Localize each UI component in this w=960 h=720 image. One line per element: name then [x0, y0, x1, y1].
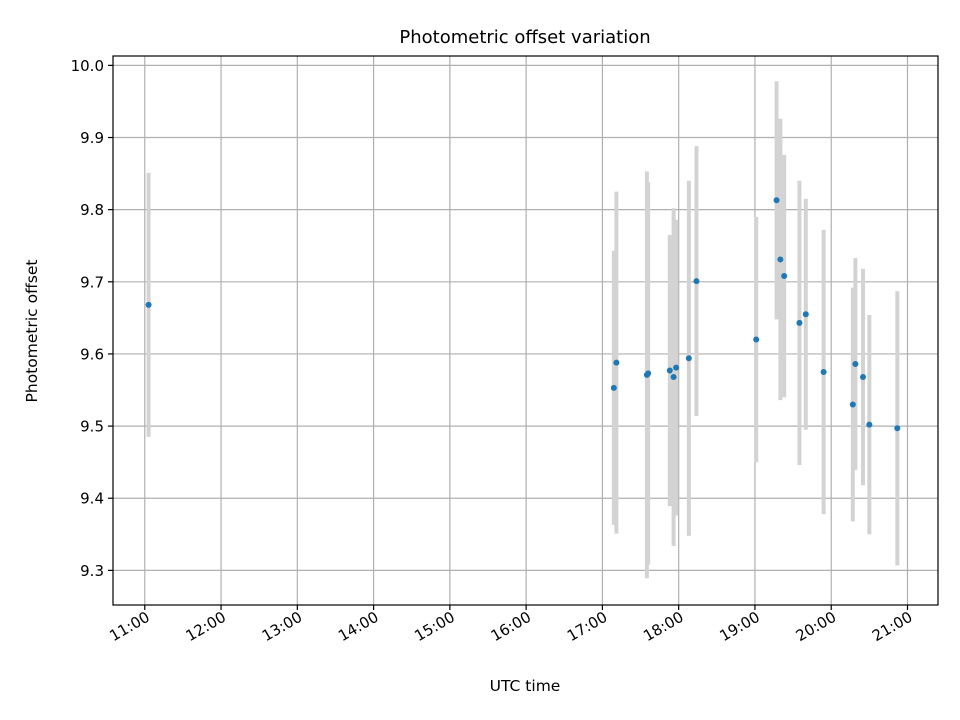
y-axis-label: Photometric offset: [23, 260, 41, 403]
data-point: [610, 384, 617, 391]
data-point: [645, 370, 652, 377]
y-tick-label: 9.4: [80, 490, 104, 508]
data-point: [613, 359, 620, 366]
y-tick-label: 9.5: [80, 418, 104, 436]
data-point: [860, 374, 866, 381]
data-point: [773, 197, 780, 204]
x-axis-label: UTC time: [490, 677, 561, 695]
data-point: [866, 421, 873, 428]
y-tick-label: 9.9: [80, 129, 104, 147]
data-point: [777, 256, 784, 263]
data-point: [849, 401, 856, 408]
data-point: [145, 301, 152, 308]
y-tick-label: 9.6: [80, 345, 104, 363]
data-point: [685, 355, 692, 362]
data-point: [802, 311, 809, 318]
data-point: [693, 278, 700, 285]
data-point: [894, 425, 901, 432]
y-axis-ticks: 9.3 9.4 9.5 9.6 9.7 9.8 9.9 10.0: [71, 57, 113, 580]
y-tick-label: 9.8: [80, 201, 104, 219]
data-point: [753, 336, 760, 343]
data-point: [852, 361, 859, 368]
data-point: [781, 273, 788, 280]
data-point: [666, 367, 673, 374]
chart-title: Photometric offset variation: [399, 27, 650, 48]
y-tick-label: 10.0: [71, 57, 104, 75]
data-point: [796, 319, 803, 326]
data-point: [670, 374, 677, 381]
data-point: [673, 364, 680, 371]
y-tick-label: 9.7: [80, 273, 104, 291]
grid: [113, 56, 938, 605]
data-point: [820, 368, 827, 375]
y-tick-label: 9.3: [80, 562, 104, 580]
plot-frame: [112, 55, 939, 606]
data-points: [145, 197, 901, 432]
